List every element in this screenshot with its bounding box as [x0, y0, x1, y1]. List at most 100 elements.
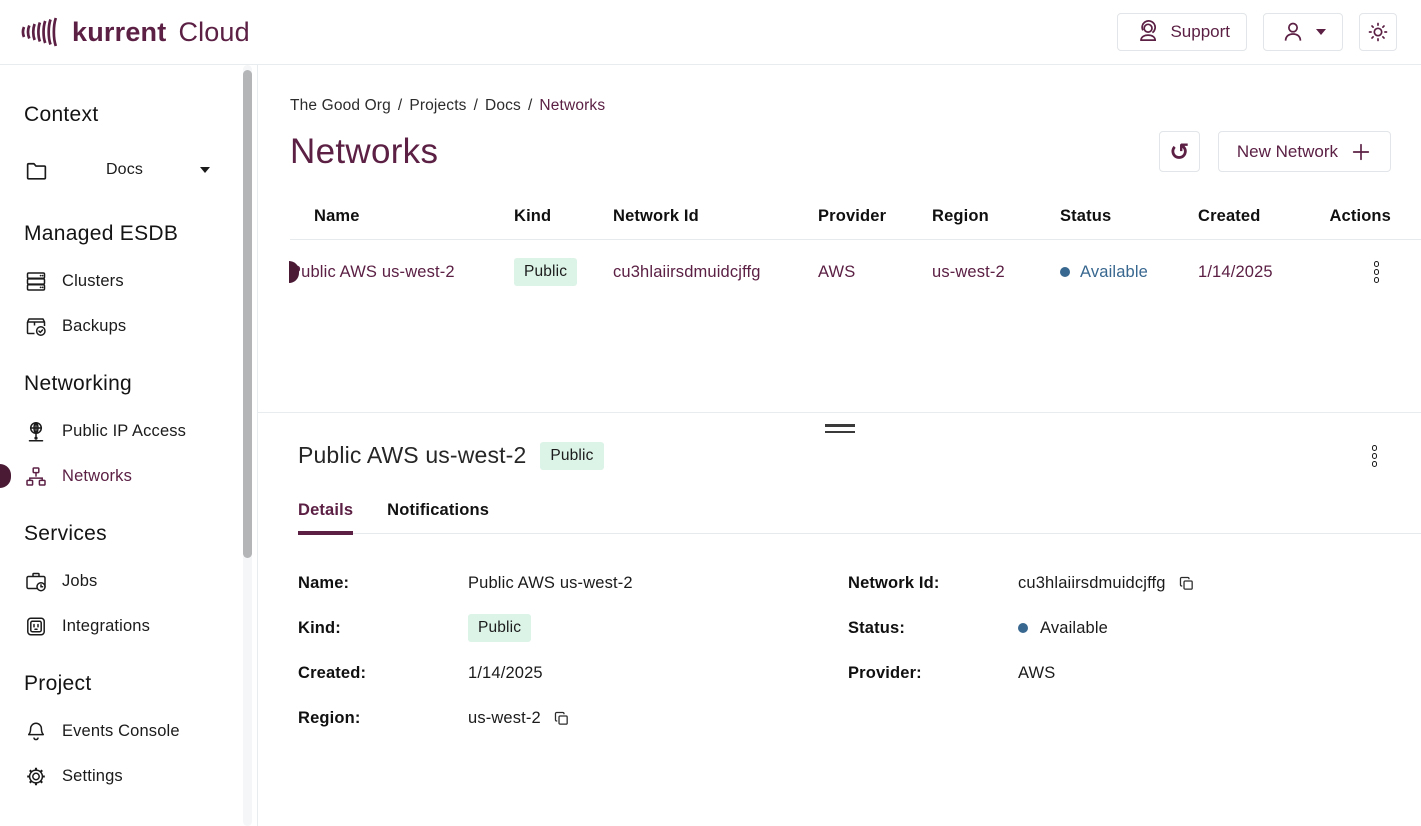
sidebar-item-public-ip-access[interactable]: Public IP Access — [24, 418, 257, 444]
table-row[interactable]: Public AWS us-west-2 Public cu3hlaiirsdm… — [289, 240, 1421, 304]
briefcase-clock-icon — [26, 572, 46, 591]
outlet-icon — [27, 617, 45, 635]
sidebar-section-project: Project — [24, 672, 92, 695]
globe-icon — [28, 421, 44, 441]
context-selected-value: Docs — [105, 161, 144, 178]
field-name: Name: Public AWS us-west-2 — [298, 573, 633, 592]
copy-network-id-button[interactable] — [1178, 575, 1195, 592]
sidebar-item-label: Settings — [62, 766, 123, 785]
detail-actions-kebab-menu-icon[interactable] — [1368, 441, 1382, 471]
active-item-indicator — [0, 464, 11, 488]
sidebar-item-label: Events Console — [62, 721, 180, 740]
column-header-region: Region — [932, 207, 989, 225]
copy-icon — [1179, 576, 1193, 590]
field-region: Region: us-west-2 — [298, 696, 848, 741]
new-network-label: New Network — [1236, 141, 1338, 161]
sidebar-item-integrations[interactable]: Integrations — [24, 613, 257, 639]
field-provider: Provider: AWS — [848, 663, 1056, 682]
cell-provider: AWS — [818, 262, 856, 281]
sidebar-item-networks[interactable]: Networks — [0, 463, 257, 489]
field-network-id-value: cu3hlaiirsdmuidcjffg — [1018, 573, 1166, 592]
new-network-button[interactable]: New Network — [1217, 131, 1391, 172]
kurrent-wave-icon — [21, 17, 58, 47]
field-status-value: Available — [1040, 618, 1109, 637]
cell-name: Public AWS us-west-2 — [290, 262, 455, 281]
cell-region: us-west-2 — [932, 262, 1005, 281]
sidebar-scrollbar-thumb[interactable] — [243, 70, 252, 558]
sidebar-item-clusters[interactable]: Clusters — [24, 268, 257, 294]
panel-resize-handle[interactable] — [823, 422, 857, 435]
sidebar-item-label: Jobs — [62, 571, 98, 590]
plus-icon — [1352, 143, 1370, 160]
breadcrumb-separator: / — [473, 97, 479, 114]
row-actions-kebab-menu-icon[interactable] — [1370, 257, 1384, 287]
brand-product: Cloud — [178, 16, 250, 47]
breadcrumb-docs[interactable]: Docs — [485, 97, 521, 114]
support-headset-icon — [1140, 20, 1157, 41]
sidebar-section-managed-esdb: Managed ESDB — [24, 222, 179, 245]
sidebar-item-events-console[interactable]: Events Console — [24, 718, 257, 744]
sidebar-item-jobs[interactable]: Jobs — [24, 568, 257, 594]
kurrent-cloud-logo[interactable]: kurrent Cloud — [20, 14, 250, 50]
copy-region-button[interactable] — [553, 710, 570, 727]
status-dot — [1018, 623, 1028, 633]
breadcrumb-org[interactable]: The Good Org — [290, 97, 391, 114]
column-header-actions: Actions — [1329, 207, 1391, 225]
network-detail-panel: Public AWS us-west-2 Public Details Noti… — [258, 412, 1421, 826]
cell-network-id: cu3hlaiirsdmuidcjffg — [613, 262, 761, 281]
field-created: Created: 1/14/2025 — [298, 663, 543, 682]
breadcrumb-current: Networks — [539, 97, 606, 114]
detail-tabs: Details Notifications — [298, 500, 1421, 535]
context-selector[interactable]: Docs — [24, 151, 210, 189]
field-created-value: 1/14/2025 — [468, 663, 543, 682]
table-header-row: Name Kind Network Id Provider Region Sta… — [290, 194, 1421, 240]
sun-theme-icon — [1368, 22, 1388, 42]
tab-notifications[interactable]: Notifications — [387, 500, 490, 519]
field-status: Status: Available — [848, 618, 1109, 637]
breadcrumb-separator: / — [527, 97, 533, 114]
sidebar: Context Docs Managed ESDB Clusters — [0, 65, 258, 826]
sidebar-item-settings[interactable]: Settings — [24, 763, 257, 789]
column-header-created: Created — [1198, 207, 1261, 225]
caret-down-icon — [200, 167, 210, 173]
detail-panel-title: Public AWS us-west-2 — [298, 442, 527, 469]
sidebar-item-label: Integrations — [62, 616, 151, 635]
kind-badge: Public — [514, 258, 578, 286]
sidebar-item-label: Networks — [62, 466, 132, 485]
column-header-name: Name — [314, 207, 360, 225]
breadcrumb-separator: / — [397, 97, 403, 114]
column-header-status: Status — [1060, 207, 1112, 225]
page-title: Networks — [290, 131, 439, 171]
field-kind-badge: Public — [468, 614, 532, 642]
main-content: The Good Org / Projects / Docs / Network… — [258, 65, 1421, 826]
sidebar-section-services: Services — [24, 522, 107, 545]
networks-table: Name Kind Network Id Provider Region Sta… — [289, 194, 1421, 304]
support-button[interactable]: Support — [1117, 13, 1247, 51]
detail-kind-badge: Public — [540, 441, 604, 470]
sidebar-item-label: Backups — [62, 316, 127, 335]
refresh-button[interactable]: ↺ — [1158, 131, 1200, 172]
gear-icon — [27, 767, 45, 785]
refresh-icon: ↺ — [1169, 137, 1190, 166]
breadcrumb-projects[interactable]: Projects — [409, 97, 467, 114]
chevron-down-icon — [1316, 29, 1326, 35]
sidebar-item-label: Clusters — [62, 271, 124, 290]
bell-icon — [27, 722, 45, 740]
folder-icon — [26, 162, 47, 180]
copy-icon — [554, 711, 568, 725]
column-header-provider: Provider — [818, 207, 887, 225]
theme-toggle-button[interactable] — [1359, 13, 1397, 51]
column-header-kind: Kind — [514, 207, 552, 225]
top-header: kurrent Cloud Support — [0, 0, 1421, 65]
backups-icon — [26, 317, 46, 336]
field-network-id: Network Id: cu3hlaiirsdmuidcjffg — [848, 561, 1381, 606]
user-menu-button[interactable] — [1263, 13, 1343, 51]
column-header-network-id: Network Id — [613, 207, 699, 225]
detail-fields: Name: Public AWS us-west-2 Kind: Public … — [298, 561, 1381, 741]
selected-row-indicator — [289, 261, 299, 283]
field-name-value: Public AWS us-west-2 — [468, 573, 633, 592]
status-badge: Available — [1080, 262, 1149, 281]
sidebar-item-backups[interactable]: Backups — [24, 313, 257, 339]
cell-created: 1/14/2025 — [1198, 262, 1273, 281]
tab-details[interactable]: Details — [298, 501, 354, 535]
